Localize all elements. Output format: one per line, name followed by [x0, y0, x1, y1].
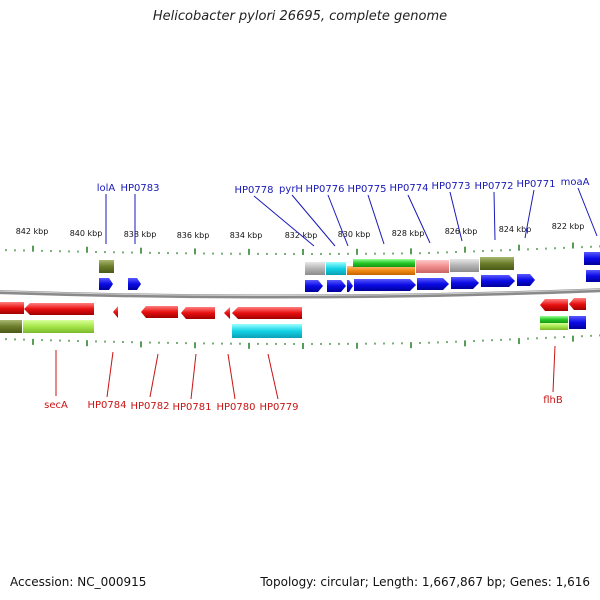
gene-label-HP0780[interactable]: HP0780: [217, 402, 256, 413]
gene-label-HP0778[interactable]: HP0778: [235, 185, 274, 196]
scale-label: 834 kbp: [230, 231, 263, 240]
gene-HP0778[interactable]: [305, 280, 323, 292]
leader-lines-top: [105, 187, 598, 247]
cog-bar: [305, 262, 325, 275]
gene-label-HP0779[interactable]: HP0779: [260, 402, 299, 413]
gene-label-HP0784[interactable]: HP0784: [88, 400, 127, 411]
cog-bar: [584, 252, 600, 265]
scale-label: 822 kbp: [552, 222, 585, 231]
gene-small-reverse[interactable]: [113, 306, 118, 318]
scale-label: 826 kbp: [445, 227, 478, 236]
cog-bar: [347, 266, 415, 275]
gene-HP0773[interactable]: [451, 277, 479, 289]
scale-label: 840 kbp: [70, 229, 103, 238]
gene-label-HP0771[interactable]: HP0771: [517, 179, 556, 190]
gene-label-lolA[interactable]: lolA: [97, 183, 116, 194]
leader-lines-bottom: [55, 345, 556, 400]
gene-label-HP0773[interactable]: HP0773: [432, 181, 471, 192]
gene-lolA[interactable]: [99, 278, 113, 290]
gene-label-HP0783[interactable]: HP0783: [121, 183, 160, 194]
gene-pyrH[interactable]: [327, 280, 346, 292]
gene-HP0774[interactable]: [417, 278, 449, 290]
gene-moaA[interactable]: [586, 270, 600, 282]
gene-label-secA[interactable]: secA: [44, 400, 68, 411]
genome-backbone: [0, 288, 600, 299]
cog-bar: [569, 316, 586, 329]
gene-HP0772[interactable]: [481, 275, 515, 287]
gene-HP0784[interactable]: [24, 303, 94, 315]
gene-label-flhB[interactable]: flhB: [543, 395, 563, 406]
gene-reverse-right[interactable]: [569, 298, 586, 310]
scale-label: 838 kbp: [124, 230, 157, 239]
gene-flhB[interactable]: [540, 299, 568, 311]
gene-HP0780[interactable]: [224, 307, 230, 319]
map-title: Helicobacter pylori 26695, complete geno…: [152, 9, 448, 24]
cog-bar: [99, 260, 114, 273]
genome-stats: Topology: circular; Length: 1,667,867 bp…: [260, 575, 590, 589]
cog-bar: [416, 260, 449, 273]
gene-secA[interactable]: [0, 302, 24, 314]
accession-label: Accession: NC_000915: [10, 575, 147, 589]
scale-ticks-bottom: [5, 334, 600, 349]
scale-label: 836 kbp: [177, 231, 210, 240]
gene-label-HP0781[interactable]: HP0781: [173, 402, 212, 413]
gene-label-pyrH[interactable]: pyrH: [279, 184, 303, 195]
gene-label-HP0774[interactable]: HP0774: [390, 183, 429, 194]
gene-label-HP0782[interactable]: HP0782: [131, 401, 170, 412]
scale-label: 828 kbp: [392, 229, 425, 238]
scale-label: 830 kbp: [338, 230, 371, 239]
gene-label-HP0775[interactable]: HP0775: [348, 184, 387, 195]
cog-bar: [540, 323, 568, 330]
cog-bar: [540, 316, 568, 323]
genome-backbone-highlight: [0, 288, 600, 297]
gene-HP0781[interactable]: [181, 307, 215, 319]
cog-bar: [0, 320, 22, 333]
cog-bar: [232, 324, 302, 338]
scale-ticks-top: [5, 242, 600, 255]
gene-HP0771[interactable]: [517, 274, 535, 286]
cog-bar: [23, 320, 94, 333]
gene-label-HP0772[interactable]: HP0772: [475, 181, 514, 192]
gene-HP0779[interactable]: [232, 307, 302, 319]
cog-bar: [480, 257, 514, 270]
gene-label-HP0776[interactable]: HP0776: [306, 184, 345, 195]
cog-bar: [450, 259, 479, 272]
gene-label-moaA[interactable]: moaA: [561, 177, 590, 188]
scale-label: 824 kbp: [499, 225, 532, 234]
cog-bar: [326, 262, 346, 275]
gene-HP0783[interactable]: [128, 278, 141, 290]
gene-HP0775[interactable]: [354, 279, 416, 291]
cog-bar: [353, 259, 415, 267]
scale-label: 842 kbp: [16, 227, 49, 236]
gene-HP0776[interactable]: [347, 280, 353, 292]
gene-HP0782[interactable]: [141, 306, 178, 318]
